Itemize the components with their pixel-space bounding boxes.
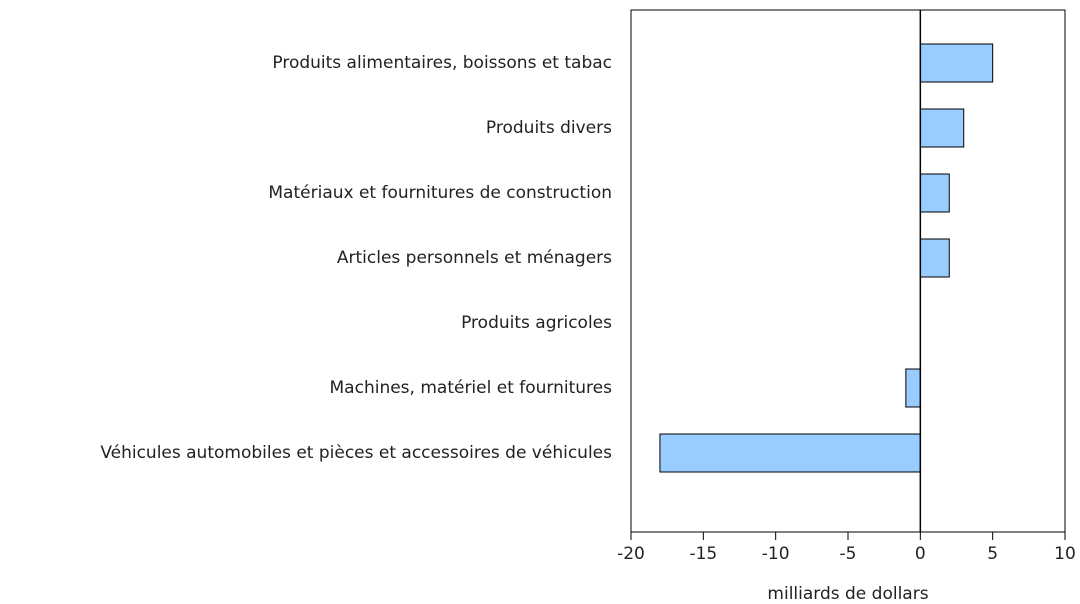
y-tick-label: Produits alimentaires, boissons et tabac: [272, 53, 612, 73]
x-axis-label: milliards de dollars: [767, 584, 928, 604]
y-tick-label: Articles personnels et ménagers: [337, 248, 612, 268]
x-tick-label: 5: [987, 544, 998, 564]
y-tick-label: Véhicules automobiles et pièces et acces…: [100, 443, 612, 463]
bar: [919, 238, 950, 278]
bar: [919, 173, 950, 213]
x-tick-label: 0: [915, 544, 926, 564]
y-tick-label: Produits divers: [486, 118, 612, 138]
x-tick-label: -10: [762, 544, 790, 564]
bar: [919, 43, 994, 83]
x-tick-label: -5: [840, 544, 857, 564]
y-tick-label: Produits agricoles: [461, 313, 612, 333]
bar: [905, 368, 921, 408]
plot-frame: [630, 9, 1066, 532]
bar: [659, 433, 921, 473]
x-tick-label: 10: [1054, 544, 1076, 564]
x-tick-label: -15: [689, 544, 717, 564]
bar: [919, 108, 965, 148]
x-tick-label: -20: [617, 544, 645, 564]
y-tick-label: Matériaux et fournitures de construction: [268, 183, 612, 203]
y-tick-label: Machines, matériel et fournitures: [330, 378, 613, 398]
